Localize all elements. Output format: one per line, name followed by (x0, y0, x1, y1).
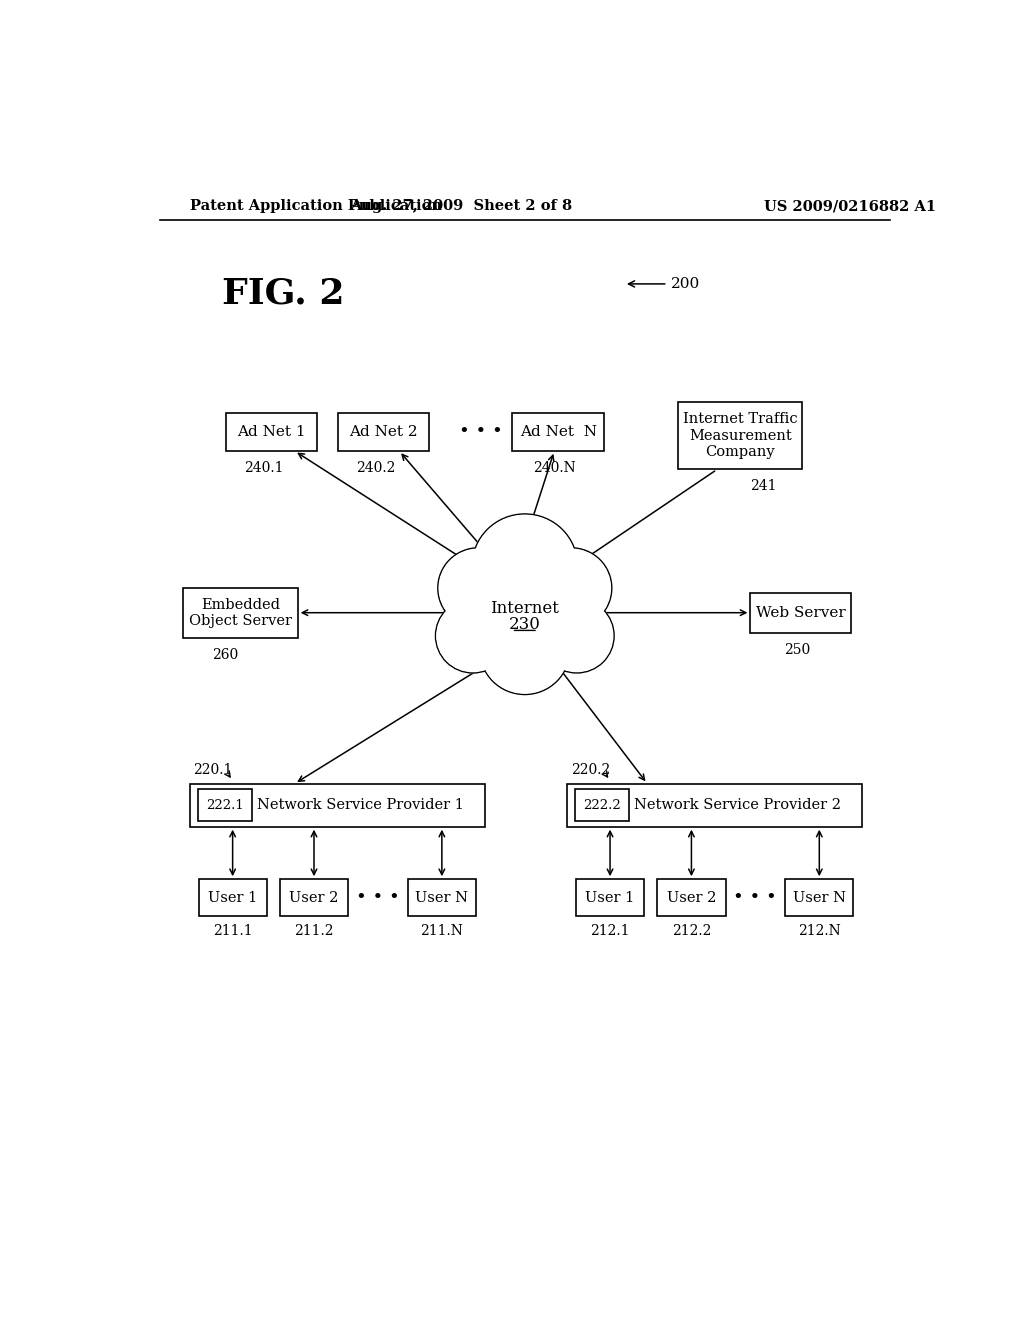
Text: 212.2: 212.2 (672, 924, 711, 937)
Text: Network Service Provider 2: Network Service Provider 2 (635, 799, 842, 812)
Text: 220.2: 220.2 (571, 763, 610, 777)
Text: Network Service Provider 1: Network Service Provider 1 (257, 799, 464, 812)
Text: 211.N: 211.N (421, 924, 463, 937)
Circle shape (511, 568, 604, 660)
Bar (338, 412, 429, 451)
Text: Aug. 27, 2009  Sheet 2 of 8: Aug. 27, 2009 Sheet 2 of 8 (350, 199, 572, 213)
Text: User 1: User 1 (208, 891, 257, 904)
Text: 250: 250 (783, 644, 810, 657)
Circle shape (445, 568, 539, 660)
Text: FIG. 2: FIG. 2 (222, 276, 344, 310)
Circle shape (473, 515, 577, 618)
Circle shape (446, 569, 538, 659)
Text: User 2: User 2 (667, 891, 716, 904)
Text: User N: User N (793, 891, 846, 904)
Text: Internet: Internet (490, 601, 559, 618)
Circle shape (480, 605, 569, 694)
Circle shape (472, 513, 578, 619)
Text: 212.1: 212.1 (590, 924, 630, 937)
Text: 211.1: 211.1 (213, 924, 253, 937)
Bar (198, 789, 252, 821)
Text: 222.2: 222.2 (584, 799, 622, 812)
Circle shape (541, 601, 612, 672)
Text: Ad Net 2: Ad Net 2 (349, 425, 418, 438)
Text: User N: User N (416, 891, 468, 904)
Text: 222.1: 222.1 (206, 799, 244, 812)
Circle shape (532, 549, 610, 627)
Circle shape (540, 599, 614, 673)
Bar (785, 879, 853, 916)
Bar (190, 784, 484, 826)
Bar (575, 789, 630, 821)
Circle shape (512, 569, 603, 659)
Text: Web Server: Web Server (756, 606, 846, 619)
Bar (408, 879, 476, 916)
Circle shape (438, 548, 518, 628)
Circle shape (531, 548, 611, 628)
Text: 240.2: 240.2 (356, 461, 395, 475)
Text: User 1: User 1 (586, 891, 635, 904)
Text: Patent Application Publication: Patent Application Publication (190, 199, 442, 213)
Bar (512, 412, 604, 451)
Text: Internet Traffic
Measurement
Company: Internet Traffic Measurement Company (683, 412, 798, 459)
Text: US 2009/0216882 A1: US 2009/0216882 A1 (764, 199, 936, 213)
Text: Ad Net 1: Ad Net 1 (238, 425, 306, 438)
Bar (575, 879, 644, 916)
Bar (225, 412, 317, 451)
Circle shape (439, 549, 517, 627)
Text: User 2: User 2 (290, 891, 339, 904)
Bar (199, 879, 266, 916)
Text: Ad Net  N: Ad Net N (519, 425, 597, 438)
Circle shape (481, 606, 568, 693)
Text: • • •: • • • (733, 888, 777, 907)
Circle shape (435, 599, 510, 673)
Text: 240.N: 240.N (532, 461, 575, 475)
Text: 230: 230 (509, 615, 541, 632)
Bar (657, 879, 726, 916)
Text: • • •: • • • (355, 888, 399, 907)
Text: 241: 241 (751, 479, 777, 492)
Text: • • •: • • • (459, 422, 503, 441)
Bar (751, 593, 851, 632)
Text: 260: 260 (212, 648, 238, 663)
Text: 240.1: 240.1 (244, 461, 284, 475)
Bar (678, 401, 802, 470)
Text: Embedded
Object Server: Embedded Object Server (188, 598, 292, 628)
Bar (567, 784, 862, 826)
Text: 211.2: 211.2 (294, 924, 334, 937)
Circle shape (437, 601, 509, 672)
Text: 212.N: 212.N (798, 924, 841, 937)
Bar (183, 587, 298, 638)
Bar (280, 879, 348, 916)
Text: 220.1: 220.1 (194, 763, 232, 777)
Text: 200: 200 (629, 277, 699, 290)
